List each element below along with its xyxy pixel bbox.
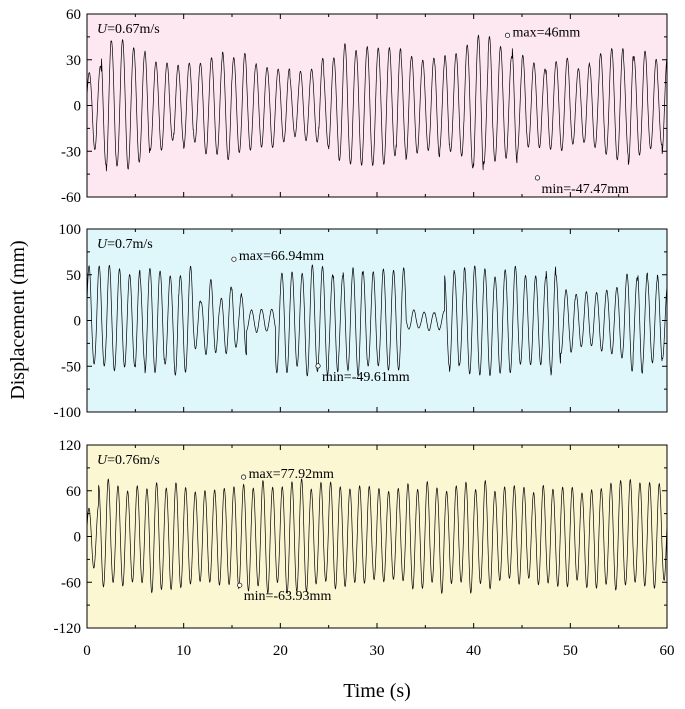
y-tick-label: 0 xyxy=(74,99,82,115)
velocity-value: =0.76m/s xyxy=(107,453,160,468)
y-axis-title: Displacement (mm) xyxy=(7,240,29,399)
y-tick-label: 50 xyxy=(66,268,81,284)
panel-2: 100 50 0 -50 -100 max=66.94mm min=-49.61mm U=0.… xyxy=(54,222,668,421)
max-annotation: max=66.94mm xyxy=(239,249,324,264)
min-marker xyxy=(237,582,243,588)
plot-area-3 xyxy=(86,444,668,629)
velocity-symbol: U xyxy=(97,453,108,468)
min-annotation: min=-63.93mm xyxy=(244,589,332,604)
velocity-symbol: U xyxy=(97,22,108,37)
max-marker xyxy=(241,474,247,480)
y-tick-label: 0 xyxy=(74,314,82,330)
plot-area-1 xyxy=(86,13,668,198)
x-tick-label: 30 xyxy=(370,643,385,659)
velocity-symbol: U xyxy=(97,237,108,252)
y-tick-label: -60 xyxy=(61,575,81,591)
x-tick-label: 40 xyxy=(466,643,481,659)
x-axis: 0 10 20 30 40 50 60 xyxy=(83,643,674,659)
x-tick-label: 60 xyxy=(660,643,675,659)
max-annotation: max=77.92mm xyxy=(249,467,334,482)
panel-3: 120 60 0 -60 -120 max=77.92mm min=-63.93mm U=0.… xyxy=(54,438,668,637)
y-tick-label: 60 xyxy=(66,484,81,500)
min-annotation: min=-47.47mm xyxy=(541,182,629,197)
series-line-3 xyxy=(86,478,668,595)
min-annotation: min=-49.61mm xyxy=(322,370,410,385)
y-tick-label: -100 xyxy=(54,405,82,421)
y-tick-label: 120 xyxy=(59,438,82,454)
y-tick-label: -30 xyxy=(61,144,81,160)
y-tick-label: -60 xyxy=(61,190,81,206)
y-tick-label: 100 xyxy=(59,222,82,238)
min-marker xyxy=(315,363,321,369)
y-tick-label: 0 xyxy=(74,530,82,546)
x-tick-label: 0 xyxy=(83,643,91,659)
x-axis-title: Time (s) xyxy=(343,680,411,702)
y-tick-label: -50 xyxy=(61,359,81,375)
max-annotation: max=46mm xyxy=(513,25,581,40)
max-marker xyxy=(504,32,511,38)
x-tick-label: 20 xyxy=(273,643,288,659)
velocity-value: =0.7m/s xyxy=(107,237,153,252)
panels-layer: 60300-30-60max=46mmmin=-47.47mmU=0.67m/s… xyxy=(54,7,668,637)
x-tick-label: 10 xyxy=(176,643,191,659)
velocity-label: U=0.67m/s xyxy=(97,22,160,37)
velocity-value: =0.67m/s xyxy=(107,22,160,37)
series-line-2 xyxy=(86,264,668,377)
x-tick-label: 50 xyxy=(563,643,578,659)
panel-1: 60 30 0 -30 -60 max=46mm min=-47.47mm U=0.67m/s xyxy=(61,7,668,206)
plot-area-2 xyxy=(86,228,668,413)
y-tick-label: -120 xyxy=(54,621,82,637)
velocity-label: U=0.7m/s xyxy=(97,237,153,252)
min-marker xyxy=(534,175,541,181)
series-line-1 xyxy=(86,34,668,172)
velocity-label: U=0.76m/s xyxy=(97,453,160,468)
y-tick-label: 60 xyxy=(66,7,81,23)
y-tick-label: 30 xyxy=(66,53,81,69)
max-marker xyxy=(231,256,237,262)
